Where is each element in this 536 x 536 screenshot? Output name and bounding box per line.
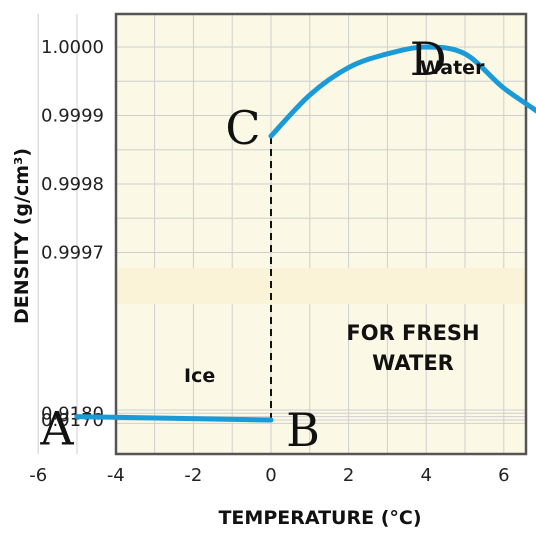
y-axis-title: DENSITY (g/cm³) (11, 148, 33, 324)
point-label-c: C (225, 101, 260, 155)
point-labels: A B C D (39, 32, 446, 457)
annotation-line-2: WATER (372, 351, 454, 375)
y-tick-label: 0.9999 (41, 106, 104, 127)
y-tick-label: 0.9997 (41, 243, 104, 264)
plot-frame (114, 12, 528, 456)
y-tick-label: 1.0000 (41, 37, 104, 58)
axis-break-band (116, 268, 526, 304)
x-tick-label: -4 (107, 465, 125, 486)
annotation-line-1: FOR FRESH (346, 321, 479, 345)
x-tick-label: 4 (420, 465, 431, 486)
x-tick-label: 2 (343, 465, 354, 486)
point-label-d: D (410, 32, 447, 86)
x-tick-labels: -6-4-20246810 (29, 465, 509, 486)
x-tick-label: 0 (265, 465, 276, 486)
x-tick-label: -6 (29, 465, 47, 486)
point-label-a: A (39, 402, 74, 456)
y-tick-label: 0.9998 (41, 174, 104, 195)
series-label-water: Water (420, 57, 485, 79)
point-label-b: B (286, 403, 320, 457)
x-axis-title: TEMPERATURE (°C) (218, 507, 421, 529)
series-label-ice: Ice (184, 365, 215, 387)
x-tick-label: -2 (184, 465, 202, 486)
series-line-water (268, 44, 536, 139)
x-tick-label: 6 (498, 465, 509, 486)
series-line-ice (74, 414, 274, 423)
